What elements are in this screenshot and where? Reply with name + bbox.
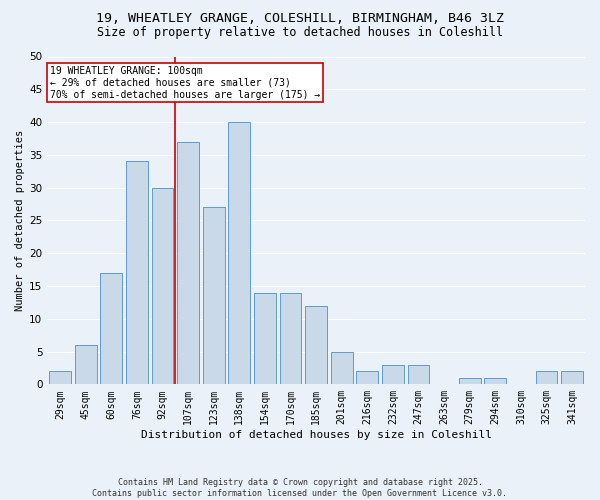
Bar xyxy=(229,122,250,384)
Bar xyxy=(407,364,430,384)
Text: 19 WHEATLEY GRANGE: 100sqm
← 29% of detached houses are smaller (73)
70% of semi: 19 WHEATLEY GRANGE: 100sqm ← 29% of deta… xyxy=(50,66,320,100)
Bar xyxy=(49,371,71,384)
Bar xyxy=(126,162,148,384)
Bar xyxy=(177,142,199,384)
Bar xyxy=(356,371,378,384)
X-axis label: Distribution of detached houses by size in Coleshill: Distribution of detached houses by size … xyxy=(140,430,491,440)
Bar xyxy=(305,306,327,384)
Bar xyxy=(331,352,353,384)
Bar xyxy=(536,371,557,384)
Bar xyxy=(484,378,506,384)
Bar xyxy=(75,345,97,385)
Text: Size of property relative to detached houses in Coleshill: Size of property relative to detached ho… xyxy=(97,26,503,39)
Bar xyxy=(280,292,301,384)
Bar xyxy=(382,364,404,384)
Bar xyxy=(152,188,173,384)
Bar xyxy=(459,378,481,384)
Bar xyxy=(203,208,224,384)
Bar xyxy=(254,292,276,384)
Bar xyxy=(100,273,122,384)
Y-axis label: Number of detached properties: Number of detached properties xyxy=(15,130,25,311)
Bar xyxy=(562,371,583,384)
Text: 19, WHEATLEY GRANGE, COLESHILL, BIRMINGHAM, B46 3LZ: 19, WHEATLEY GRANGE, COLESHILL, BIRMINGH… xyxy=(96,12,504,26)
Text: Contains HM Land Registry data © Crown copyright and database right 2025.
Contai: Contains HM Land Registry data © Crown c… xyxy=(92,478,508,498)
